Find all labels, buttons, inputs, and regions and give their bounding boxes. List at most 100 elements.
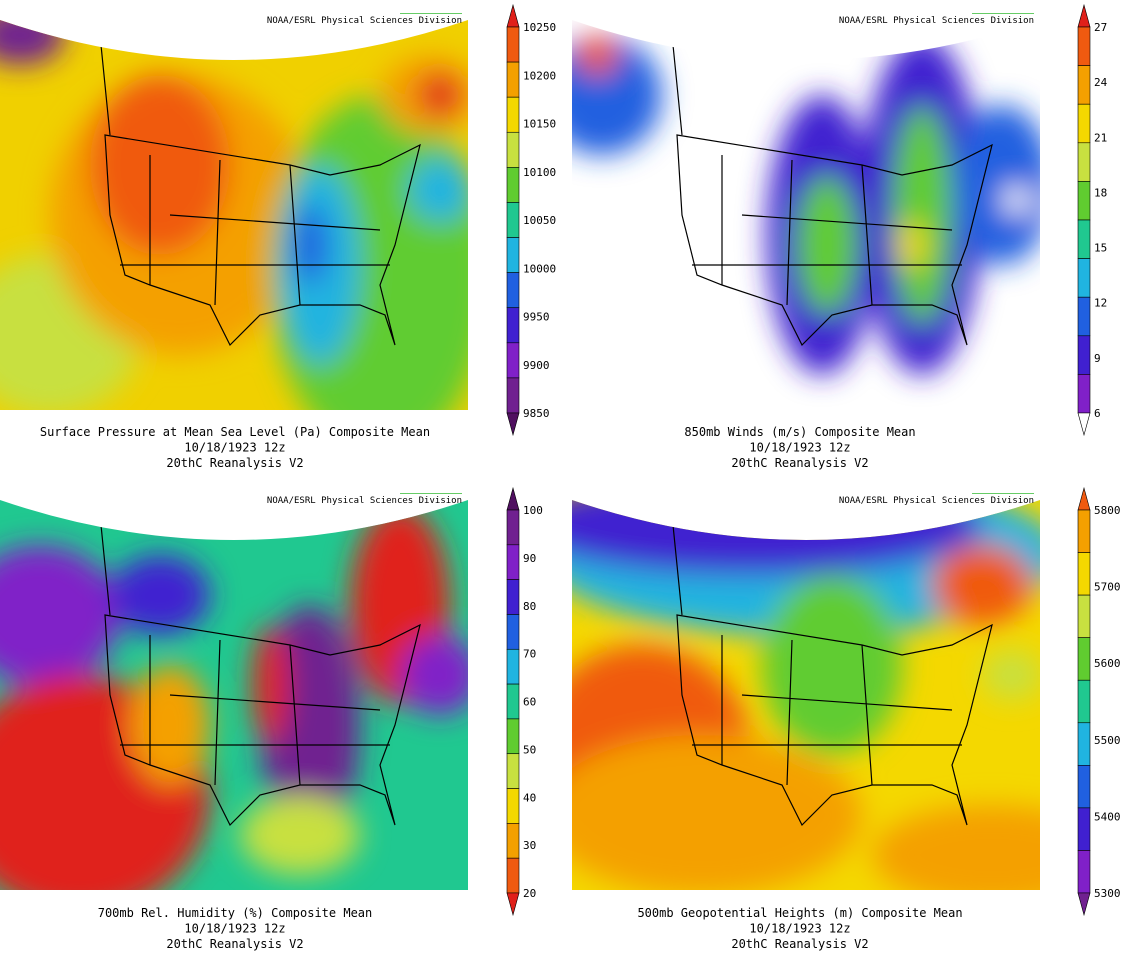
- colorbar-segment: [506, 823, 520, 859]
- colorbar-label: 15: [1094, 242, 1107, 255]
- colorbar-label: 6: [1094, 407, 1101, 420]
- colorbar-segment: [1077, 181, 1091, 221]
- caption-line: 20thC Reanalysis V2: [166, 456, 303, 470]
- colorbar-segment: [1077, 219, 1091, 259]
- colorbar-end: [506, 3, 520, 28]
- colorbar-label: 10050: [523, 214, 556, 227]
- credit-underline: [972, 493, 1034, 494]
- map-panel: [0, 500, 468, 890]
- colorbar-segment: [1077, 509, 1091, 553]
- colorbar-segment: [506, 753, 520, 789]
- colorbar-label: 10200: [523, 69, 556, 82]
- caption-line: 20thC Reanalysis V2: [166, 937, 303, 951]
- colorbar-segment: [506, 544, 520, 580]
- colorbar-segment: [1077, 722, 1091, 766]
- colorbar-segment: [506, 579, 520, 615]
- colorbar-end: [1077, 412, 1091, 437]
- colorbar-end: [1077, 486, 1091, 511]
- credit: NOAA/ESRL Physical Sciences Division: [267, 496, 462, 506]
- colorbar-label: 50: [523, 743, 536, 756]
- map-panel: [0, 20, 468, 410]
- colorbar-label: 10000: [523, 262, 556, 275]
- colorbar-segment: [506, 96, 520, 133]
- colorbar-segment: [506, 648, 520, 685]
- colorbar-label: 20: [523, 887, 536, 900]
- caption-line: Surface Pressure at Mean Sea Level (Pa) …: [40, 425, 430, 439]
- colorbar-label: 10250: [523, 21, 556, 34]
- colorbar-segment: [506, 342, 520, 379]
- colorbar-segment: [506, 718, 520, 755]
- colorbar-label: 9900: [523, 359, 550, 372]
- colorbar-label: 10150: [523, 118, 556, 131]
- colorbar-segment: [1077, 807, 1091, 851]
- colorbar-segment: [506, 131, 520, 168]
- colorbar-segment: [1077, 103, 1091, 144]
- colorbar-label: 10100: [523, 166, 556, 179]
- caption-line: 20thC Reanalysis V2: [731, 456, 868, 470]
- credit-underline: [400, 493, 462, 494]
- colorbar-label: 5600: [1094, 657, 1121, 670]
- caption-line: 20thC Reanalysis V2: [731, 937, 868, 951]
- colorbar-label: 5400: [1094, 810, 1121, 823]
- colorbar-segment: [1077, 637, 1091, 681]
- credit: NOAA/ESRL Physical Sciences Division: [267, 16, 462, 26]
- colorbar-end: [1077, 892, 1091, 917]
- colorbar-label: 9950: [523, 311, 550, 324]
- colorbar-label: 9850: [523, 407, 550, 420]
- colorbar-segment: [1077, 374, 1091, 414]
- colorbar-segment: [1077, 850, 1091, 894]
- colorbar-segment: [1077, 765, 1091, 809]
- colorbar-segment: [1077, 335, 1091, 375]
- colorbar-label: 60: [523, 696, 536, 709]
- colorbar-segment: [506, 61, 520, 98]
- map-panel: [572, 500, 1040, 890]
- colorbar-segment: [1077, 65, 1091, 105]
- credit: NOAA/ESRL Physical Sciences Division: [839, 496, 1034, 506]
- caption-line: 10/18/1923 12z: [184, 441, 285, 455]
- caption-line: 10/18/1923 12z: [749, 922, 850, 936]
- colorbar-segment: [1077, 258, 1091, 298]
- colorbar-segment: [506, 26, 520, 63]
- colorbar-label: 70: [523, 648, 536, 661]
- colorbar-segment: [506, 237, 520, 273]
- colorbar-segment: [1077, 552, 1091, 596]
- caption-line: 700mb Rel. Humidity (%) Composite Mean: [98, 906, 373, 920]
- colorbar-label: 12: [1094, 297, 1107, 310]
- colorbar-label: 100: [523, 504, 543, 517]
- colorbar-segment: [506, 614, 520, 650]
- credit: NOAA/ESRL Physical Sciences Division: [839, 16, 1034, 26]
- colorbar-segment: [506, 788, 520, 824]
- colorbar-label: 24: [1094, 76, 1108, 89]
- colorbar-segment: [506, 857, 520, 894]
- colorbar-label: 18: [1094, 186, 1107, 199]
- colorbar-label: 5300: [1094, 887, 1121, 900]
- caption-line: 10/18/1923 12z: [749, 441, 850, 455]
- colorbar-label: 80: [523, 600, 536, 613]
- colorbar-segment: [1077, 26, 1091, 66]
- colorbar-segment: [1077, 679, 1091, 724]
- credit-underline: [400, 13, 462, 14]
- colorbar-segment: [1077, 296, 1091, 337]
- map-panel: [572, 20, 1040, 410]
- caption-line: 10/18/1923 12z: [184, 922, 285, 936]
- colorbar-end: [506, 412, 520, 437]
- colorbar-segment: [506, 272, 520, 309]
- colorbar-segment: [506, 683, 520, 720]
- colorbar-segment: [506, 167, 520, 203]
- colorbar-label: 9: [1094, 352, 1101, 365]
- caption-line: 850mb Winds (m/s) Composite Mean: [684, 425, 915, 439]
- colorbar-segment: [506, 202, 520, 238]
- colorbar-segment: [1077, 142, 1091, 182]
- colorbar-end: [506, 486, 520, 511]
- colorbar-segment: [506, 307, 520, 344]
- caption-line: 500mb Geopotential Heights (m) Composite…: [637, 906, 962, 920]
- colorbar-label: 27: [1094, 21, 1107, 34]
- colorbar-end: [506, 892, 520, 917]
- credit-underline: [972, 13, 1034, 14]
- colorbar-label: 5500: [1094, 734, 1121, 747]
- colorbar-label: 5700: [1094, 581, 1121, 594]
- colorbar-segment: [506, 509, 520, 546]
- colorbar-label: 30: [523, 839, 536, 852]
